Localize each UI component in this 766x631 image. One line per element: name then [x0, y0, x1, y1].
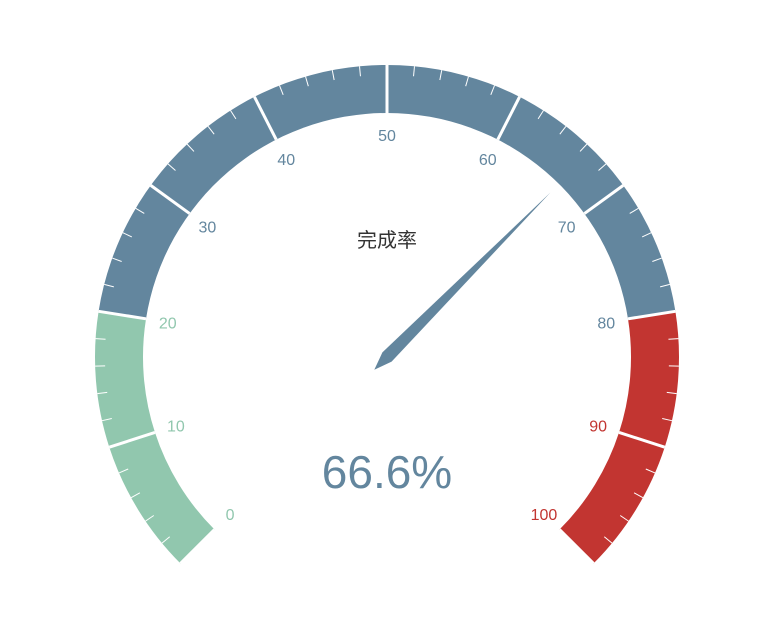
gauge-minor-tick: [186, 143, 195, 152]
gauge-minor-tick: [167, 163, 176, 171]
gauge-minor-tick: [104, 283, 114, 288]
gauge-tick-labels: 0 10 20 30 40 50 60 70 80 90 100: [159, 128, 615, 524]
gauge-minor-tick: [439, 70, 443, 81]
gauge-major-tick: [98, 309, 147, 321]
gauge-minor-tick: [465, 76, 469, 87]
gauge-major-tick: [496, 96, 521, 141]
gauge-ticks: [95, 65, 679, 565]
gauge-major-tick: [558, 528, 595, 565]
gauge-minor-tick: [130, 492, 141, 499]
gauge-minor-tick: [598, 163, 607, 171]
gauge-minor-tick: [490, 85, 495, 95]
gauge-tick-label: 0: [226, 507, 235, 524]
gauge-minor-tick: [207, 125, 215, 135]
gauge-minor-tick: [118, 468, 129, 474]
gauge-band-2: [559, 311, 679, 564]
gauge-value: 66.6%: [322, 446, 452, 498]
gauge-minor-tick: [668, 338, 679, 340]
gauge-minor-tick: [579, 143, 588, 152]
gauge-tick-label: 50: [378, 128, 396, 145]
gauge-major-tick: [179, 528, 216, 565]
gauge-tick-label: 70: [558, 220, 576, 237]
gauge-minor-tick: [537, 110, 544, 120]
gauge-minor-tick: [359, 66, 361, 77]
gauge-minor-tick: [97, 391, 108, 395]
gauge-minor-tick: [135, 207, 145, 214]
gauge-bands: [95, 65, 679, 564]
gauge-minor-tick: [230, 110, 237, 120]
gauge-tick-label: 80: [597, 315, 615, 332]
gauge-band-0: [95, 311, 215, 564]
gauge-minor-tick: [619, 515, 629, 522]
gauge-minor-tick: [112, 257, 122, 262]
gauge-minor-tick: [652, 257, 662, 262]
gauge-tick-label: 100: [531, 507, 558, 524]
gauge-minor-tick: [633, 492, 644, 499]
gauge-minor-tick: [666, 391, 677, 395]
gauge-tick-label: 60: [479, 152, 497, 169]
gauge-minor-tick: [603, 536, 613, 544]
gauge-minor-tick: [645, 468, 656, 474]
gauge-minor-tick: [559, 125, 567, 135]
gauge-tick-label: 10: [167, 419, 185, 436]
gauge-tick-label: 90: [589, 419, 607, 436]
gauge-minor-tick: [305, 76, 309, 87]
gauge-title: 完成率: [357, 228, 417, 252]
gauge-minor-tick: [641, 232, 652, 238]
gauge-minor-tick: [662, 418, 673, 422]
gauge-major-tick: [583, 184, 625, 215]
gauge-minor-tick: [122, 232, 133, 238]
gauge-pointer-group: [374, 192, 551, 370]
gauge-minor-tick: [145, 515, 155, 522]
gauge-minor-tick: [279, 85, 284, 95]
gauge-band-1: [98, 65, 676, 319]
gauge-major-tick: [149, 184, 191, 215]
gauge-major-tick: [627, 309, 676, 321]
gauge-tick-label: 40: [277, 152, 295, 169]
gauge-major-tick: [108, 430, 156, 449]
gauge-minor-tick: [413, 66, 415, 77]
gauge-tick-label: 20: [159, 315, 177, 332]
gauge-minor-tick: [95, 338, 106, 340]
gauge-pointer: [374, 192, 551, 370]
gauge-minor-tick: [101, 418, 112, 422]
gauge-major-tick: [618, 430, 666, 449]
gauge-minor-tick: [331, 70, 335, 81]
gauge-minor-tick: [629, 207, 639, 214]
gauge-minor-tick: [660, 283, 670, 288]
gauge-minor-tick: [161, 536, 171, 544]
gauge-tick-label: 30: [198, 220, 216, 237]
gauge-major-tick: [253, 96, 278, 141]
